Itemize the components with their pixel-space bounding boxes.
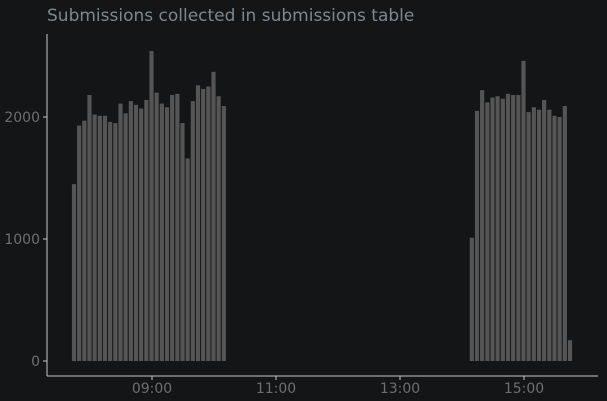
bar [154, 92, 159, 361]
bar [102, 115, 108, 361]
bar [159, 103, 164, 361]
bar [206, 86, 211, 361]
bar [531, 107, 536, 362]
bar [149, 51, 154, 362]
bar [490, 97, 495, 361]
y-tick-label: 2000 [4, 110, 40, 126]
bar [511, 95, 516, 361]
bar [139, 108, 144, 362]
bar [216, 96, 221, 361]
bar [485, 102, 490, 362]
bar [195, 85, 201, 361]
bar [521, 60, 526, 361]
bar [474, 110, 480, 362]
bar [557, 117, 562, 361]
y-tick-label: 0 [31, 354, 40, 370]
bar [175, 93, 180, 361]
x-tick-label: 09:00 [132, 381, 172, 397]
bar [123, 113, 128, 361]
bar [133, 104, 139, 362]
bar [164, 107, 170, 362]
x-tick-label: 15:00 [504, 381, 544, 397]
bar [170, 95, 175, 361]
bar [547, 109, 552, 362]
bar [567, 340, 573, 361]
bar [92, 114, 97, 361]
bar [185, 158, 190, 361]
bar [211, 71, 216, 362]
bar [469, 237, 474, 361]
bar [190, 101, 195, 361]
chart-title: Submissions collected in submissions tab… [47, 6, 415, 26]
bar [97, 115, 102, 361]
bar [495, 96, 500, 361]
x-tick-label: 11:00 [256, 381, 296, 397]
y-tick-label: 1000 [4, 232, 40, 248]
x-tick-label: 13:00 [380, 381, 420, 397]
bar [201, 88, 206, 361]
bar [77, 125, 82, 361]
bar [108, 121, 113, 361]
bar [562, 106, 567, 362]
bar [500, 98, 505, 361]
bar [552, 115, 557, 361]
bar [82, 120, 87, 361]
bar [113, 123, 118, 361]
bar [221, 106, 226, 362]
bar [87, 95, 92, 361]
bar [536, 109, 542, 362]
bar [144, 99, 149, 362]
bar [180, 123, 185, 361]
bar [480, 90, 485, 361]
bar [526, 112, 531, 362]
bar [128, 101, 133, 361]
bar [516, 95, 521, 361]
bar [118, 103, 123, 361]
bar [542, 99, 547, 362]
bar [71, 184, 77, 361]
bar [505, 93, 511, 361]
